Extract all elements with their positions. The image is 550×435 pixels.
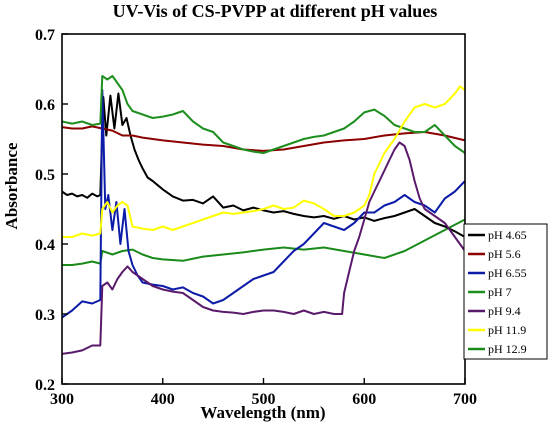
legend-label: pH 9.4: [488, 304, 521, 318]
x-tick-label: 300: [50, 391, 74, 408]
legend-label: pH 11.9: [488, 323, 526, 337]
axis-layer: 300 400 500 600 700 0.2 0.3 0.4 0.5 0.6 0.7: [35, 27, 477, 408]
y-axis-title: Absorbance: [2, 142, 21, 229]
x-tick-label: 700: [453, 391, 477, 408]
legend-label: pH 5.6: [488, 247, 521, 261]
series-line-ph-4-65: [61, 92, 466, 238]
x-tick-label: 600: [352, 391, 376, 408]
series-line-ph-9-4: [61, 141, 466, 355]
y-tick-label: 0.4: [35, 237, 55, 254]
legend-box: [463, 223, 548, 360]
legend: pH 4.65 pH 5.6 pH 6.55 pH 7 pH 9.4 pH 11.9 pH …: [463, 223, 548, 360]
series-line-ph-6-55: [61, 89, 466, 319]
y-tick-label: 0.2: [35, 377, 55, 394]
y-tick-label: 0.5: [35, 167, 55, 184]
x-tick-label: 400: [151, 391, 175, 408]
x-axis-title: Wavelength (nm): [200, 403, 325, 422]
x-tick-label: 500: [252, 391, 276, 408]
y-tick-label: 0.7: [35, 27, 55, 44]
y-tick-label: 0.6: [35, 97, 55, 114]
legend-label: pH 7: [488, 285, 512, 299]
legend-label: pH 6.55: [488, 266, 527, 280]
series-line-ph-11-9: [62, 85, 466, 238]
y-tick-label: 0.3: [35, 307, 55, 324]
series-layer: [61, 75, 466, 355]
chart-title: UV-Vis of CS-PVPP at different pH values: [113, 1, 438, 21]
legend-label: pH 4.65: [488, 228, 527, 242]
legend-label: pH 12.9: [488, 342, 527, 356]
series-line-ph-7: [61, 75, 466, 154]
